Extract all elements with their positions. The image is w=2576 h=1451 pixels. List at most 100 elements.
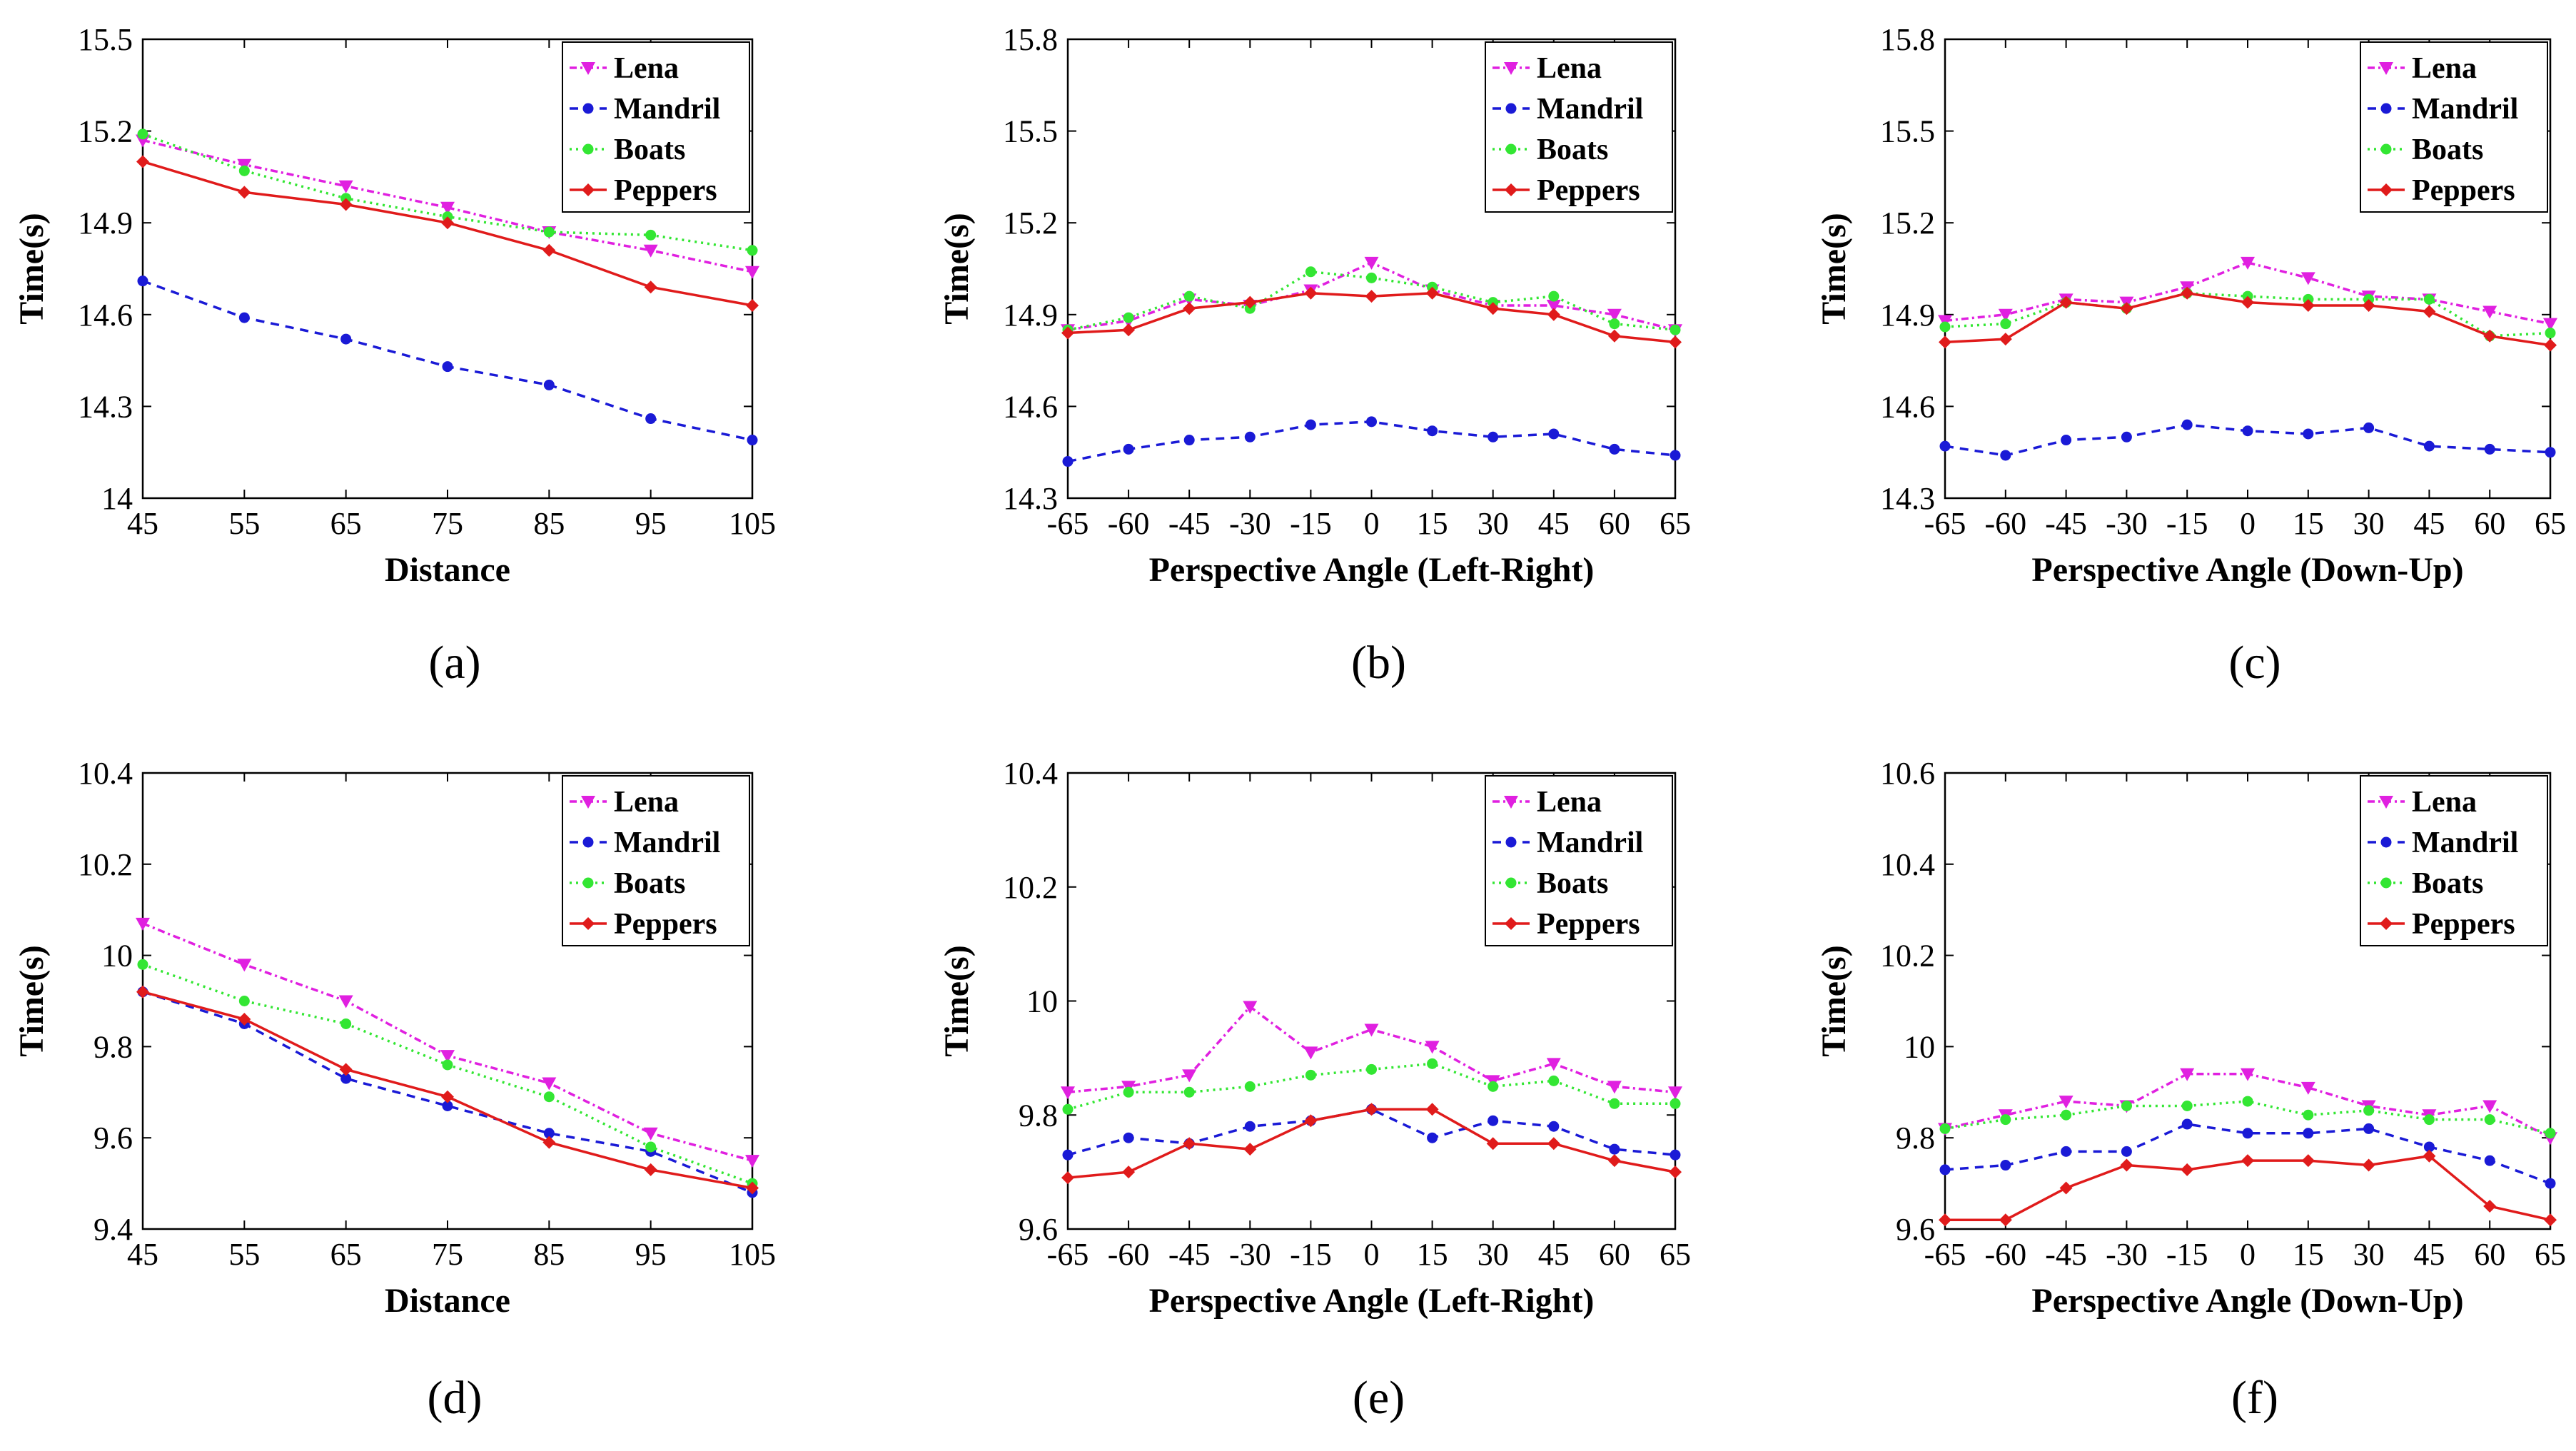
- data-point-peppers: [1122, 1166, 1136, 1179]
- data-point-lena: [1061, 1086, 1075, 1100]
- data-point-lena: [2543, 318, 2557, 331]
- data-point-lena: [2482, 305, 2497, 319]
- data-point-peppers: [1547, 308, 1560, 321]
- legend-label-mandril: Mandril: [614, 826, 720, 859]
- data-point-lena: [745, 1155, 759, 1168]
- data-point-peppers: [2241, 1154, 2254, 1168]
- legend-marker-lena: [1504, 62, 1518, 75]
- data-point-peppers: [1486, 1137, 1500, 1151]
- data-point-peppers: [1939, 1213, 1951, 1227]
- data-point-mandril: [340, 1073, 352, 1084]
- data-point-mandril: [1548, 428, 1560, 440]
- x-tick-label: 30: [1478, 1237, 1509, 1272]
- panel-caption: (c): [2228, 637, 2280, 689]
- data-point-mandril: [747, 435, 758, 446]
- data-point-boats: [442, 1059, 453, 1071]
- y-tick-label: 9.4: [94, 1212, 133, 1247]
- data-point-boats: [747, 245, 758, 256]
- data-point-peppers: [339, 198, 353, 211]
- y-tick-label: 15.5: [78, 22, 133, 57]
- data-point-mandril: [2484, 443, 2495, 455]
- x-tick-label: -15: [2166, 506, 2208, 541]
- data-point-mandril: [1427, 425, 1438, 437]
- series-boats: [1062, 266, 1681, 335]
- series-line-lena: [142, 922, 753, 1162]
- data-point-mandril: [2000, 1160, 2011, 1171]
- legend-label-mandril: Mandril: [1537, 826, 1643, 859]
- y-tick-label: 14.6: [1003, 389, 1058, 424]
- x-tick-label: 15: [1417, 506, 1448, 541]
- series-line-mandril: [142, 280, 753, 442]
- x-tick-label: 0: [1364, 506, 1380, 541]
- data-point-peppers: [2301, 298, 2315, 312]
- data-point-boats: [340, 1018, 352, 1029]
- data-point-lena: [1364, 1023, 1379, 1037]
- data-point-lena: [1425, 1041, 1440, 1054]
- data-point-lena: [643, 1127, 658, 1141]
- panel-caption: (a): [428, 637, 480, 689]
- y-tick-label: 10.4: [1880, 847, 1935, 882]
- data-point-peppers: [1304, 286, 1318, 300]
- y-tick-label: 14.3: [1003, 481, 1058, 516]
- legend-box: [1485, 775, 1673, 946]
- data-point-boats: [2423, 1114, 2435, 1126]
- x-tick-label: 65: [2535, 1237, 2566, 1272]
- legend: Lena Mandril Boats Peppers: [1485, 775, 1673, 946]
- legend-label-lena: Lena: [614, 786, 679, 819]
- legend-label-boats: Boats: [1537, 133, 1608, 166]
- data-point-lena: [237, 959, 252, 972]
- x-tick-label: 105: [729, 506, 776, 541]
- x-tick-label: -30: [1229, 506, 1271, 541]
- data-point-peppers: [2059, 295, 2073, 309]
- data-point-boats: [1939, 1123, 1951, 1134]
- legend-marker-mandril: [2380, 103, 2392, 114]
- data-point-lena: [136, 917, 150, 931]
- x-axis-label: Perspective Angle (Down-Up): [2031, 551, 2463, 589]
- y-tick-label: 14.6: [78, 298, 133, 333]
- series-peppers: [1061, 286, 1682, 349]
- data-point-lena: [1303, 1046, 1318, 1060]
- legend: Lena Mandril Boats Peppers: [562, 775, 750, 946]
- data-point-peppers: [2544, 1213, 2557, 1227]
- data-point-peppers: [1999, 1213, 2012, 1227]
- data-point-boats: [1609, 1098, 1620, 1109]
- data-point-mandril: [1939, 440, 1951, 452]
- y-tick-label: 9.6: [94, 1121, 133, 1156]
- y-tick-label: 10.6: [1880, 756, 1935, 791]
- data-point-boats: [2423, 293, 2435, 305]
- data-point-peppers: [1183, 302, 1196, 315]
- x-axis-label: Perspective Angle (Left-Right): [1149, 1282, 1595, 1320]
- legend: Lena Mandril Boats Peppers: [1485, 41, 1673, 213]
- legend-label-boats: Boats: [2412, 133, 2483, 166]
- data-point-lena: [542, 1077, 557, 1091]
- x-tick-label: -45: [2045, 506, 2087, 541]
- y-tick-label: 15.2: [1880, 206, 1935, 241]
- legend-marker-boats: [582, 877, 594, 889]
- data-point-boats: [2545, 1128, 2556, 1139]
- x-axis-label: Perspective Angle (Left-Right): [1149, 551, 1595, 589]
- data-point-lena: [1607, 1081, 1622, 1094]
- data-point-peppers: [1669, 1166, 1682, 1179]
- x-tick-label: -60: [1108, 506, 1150, 541]
- data-point-mandril: [1062, 1149, 1074, 1161]
- x-axis-label: Distance: [385, 551, 510, 589]
- y-axis-label: Time(s): [1815, 945, 1853, 1056]
- data-point-boats: [543, 1091, 555, 1103]
- chart-a: 14 14.3 14.6 14.9 15.2 15.5 45 55 65 75 85 95 105 Dis…: [13, 22, 776, 689]
- x-axis-label: Perspective Angle (Down-Up): [2031, 1282, 2463, 1320]
- data-point-mandril: [2121, 431, 2132, 443]
- x-tick-label: 75: [432, 1237, 463, 1272]
- legend: Lena Mandril Boats Peppers: [2360, 775, 2548, 946]
- data-point-mandril: [1670, 1149, 1681, 1161]
- data-point-peppers: [2362, 298, 2375, 312]
- legend: Lena Mandril Boats Peppers: [562, 41, 750, 213]
- legend-marker-lena: [2379, 62, 2393, 75]
- x-axis-label: Distance: [385, 1282, 510, 1320]
- y-tick-label: 10.4: [78, 756, 133, 791]
- data-point-peppers: [1122, 323, 1136, 337]
- legend-marker-lena: [1504, 796, 1518, 809]
- data-point-mandril: [1305, 419, 1316, 430]
- data-point-mandril: [2242, 1128, 2253, 1139]
- x-tick-label: 0: [2240, 1237, 2256, 1272]
- legend-marker-boats: [2380, 143, 2392, 155]
